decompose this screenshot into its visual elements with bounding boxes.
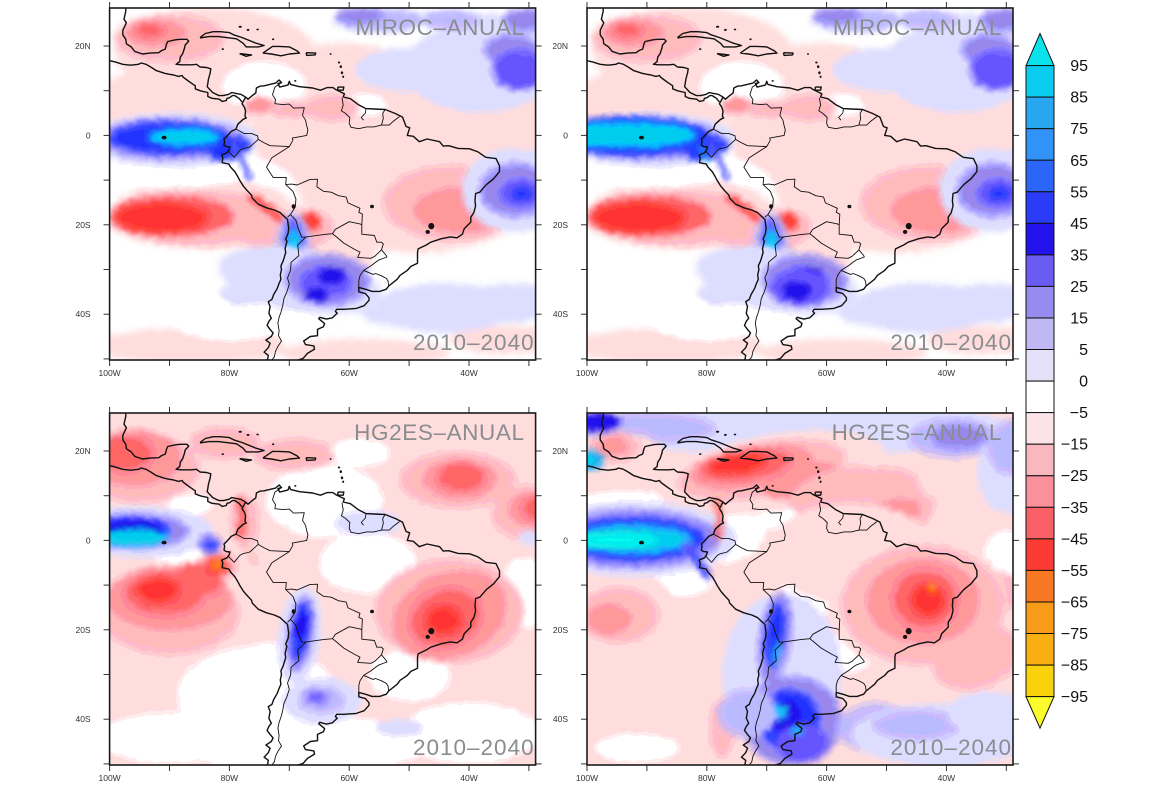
svg-text:2010–2040: 2010–2040: [890, 735, 1012, 760]
svg-text:−35: −35: [1061, 500, 1088, 517]
svg-text:MIROC–ANUAL: MIROC–ANUAL: [833, 15, 1002, 40]
svg-text:100W: 100W: [576, 773, 598, 783]
svg-text:40W: 40W: [938, 368, 955, 378]
svg-text:20S: 20S: [553, 220, 568, 230]
svg-text:2010–2040: 2010–2040: [890, 330, 1012, 355]
svg-text:25: 25: [1070, 279, 1088, 296]
svg-text:85: 85: [1070, 90, 1088, 107]
svg-text:35: 35: [1070, 247, 1088, 264]
svg-text:20N: 20N: [552, 41, 568, 51]
svg-text:40S: 40S: [75, 714, 90, 724]
svg-text:20S: 20S: [75, 625, 90, 635]
svg-text:20N: 20N: [75, 446, 91, 456]
svg-text:−95: −95: [1061, 689, 1088, 706]
svg-text:−85: −85: [1061, 658, 1088, 675]
svg-text:2010–2040: 2010–2040: [413, 735, 535, 760]
svg-text:5: 5: [1079, 342, 1088, 359]
svg-text:40W: 40W: [460, 773, 477, 783]
svg-text:20S: 20S: [75, 220, 90, 230]
svg-text:100W: 100W: [98, 368, 120, 378]
svg-text:−15: −15: [1061, 437, 1088, 454]
svg-text:−75: −75: [1061, 626, 1088, 643]
svg-text:40W: 40W: [460, 368, 477, 378]
svg-text:100W: 100W: [98, 773, 120, 783]
svg-text:100W: 100W: [576, 368, 598, 378]
svg-text:60W: 60W: [818, 368, 835, 378]
svg-text:0: 0: [563, 535, 568, 545]
svg-text:45: 45: [1070, 216, 1088, 233]
svg-text:0: 0: [86, 535, 91, 545]
svg-text:MIROC–ANUAL: MIROC–ANUAL: [355, 15, 524, 40]
svg-text:20S: 20S: [553, 625, 568, 635]
svg-text:55: 55: [1070, 184, 1088, 201]
svg-text:−55: −55: [1061, 563, 1088, 580]
svg-text:95: 95: [1070, 58, 1088, 75]
svg-text:40S: 40S: [553, 714, 568, 724]
svg-text:40S: 40S: [75, 309, 90, 319]
svg-text:0: 0: [1079, 374, 1088, 391]
svg-text:20N: 20N: [75, 41, 91, 51]
svg-text:75: 75: [1070, 121, 1088, 138]
svg-text:0: 0: [86, 130, 91, 140]
svg-text:80W: 80W: [221, 368, 238, 378]
svg-text:60W: 60W: [340, 368, 357, 378]
svg-text:80W: 80W: [698, 368, 715, 378]
svg-text:60W: 60W: [818, 773, 835, 783]
svg-text:20N: 20N: [552, 446, 568, 456]
svg-text:−25: −25: [1061, 468, 1088, 485]
svg-text:−65: −65: [1061, 595, 1088, 612]
svg-text:80W: 80W: [221, 773, 238, 783]
svg-text:60W: 60W: [340, 773, 357, 783]
svg-text:80W: 80W: [698, 773, 715, 783]
svg-text:−45: −45: [1061, 531, 1088, 548]
svg-text:40S: 40S: [553, 309, 568, 319]
svg-text:HG2ES–ANUAL: HG2ES–ANUAL: [832, 420, 1002, 445]
svg-text:65: 65: [1070, 153, 1088, 170]
svg-text:2010–2040: 2010–2040: [413, 330, 535, 355]
svg-text:−5: −5: [1070, 405, 1088, 422]
svg-text:40W: 40W: [938, 773, 955, 783]
svg-text:HG2ES–ANUAL: HG2ES–ANUAL: [354, 420, 524, 445]
svg-text:15: 15: [1070, 311, 1088, 328]
svg-text:0: 0: [563, 130, 568, 140]
